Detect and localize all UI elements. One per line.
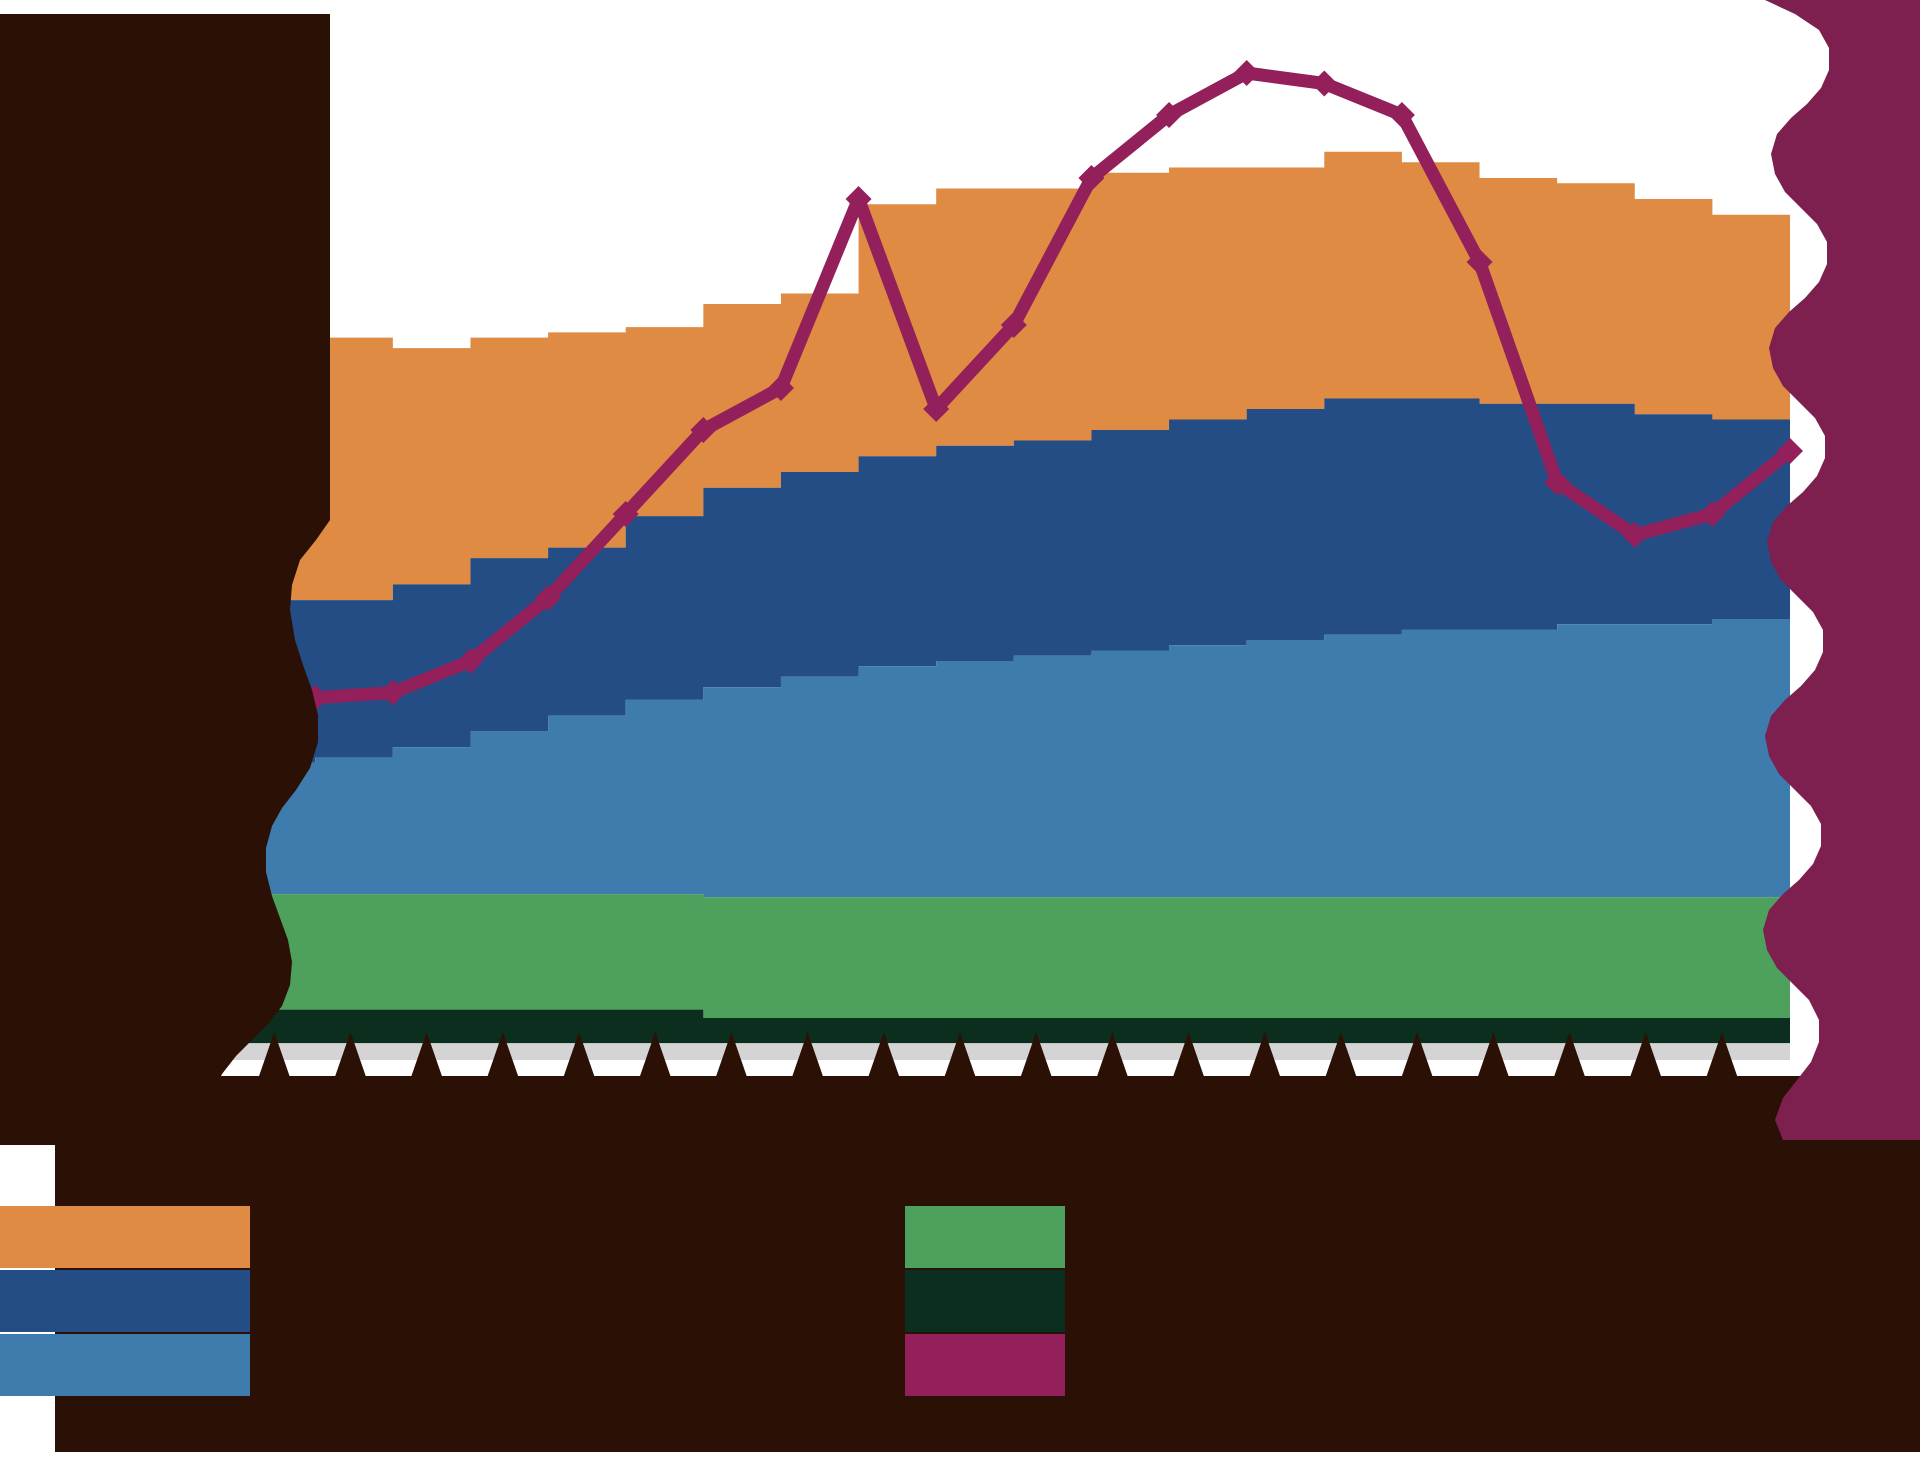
legend-item[interactable]: [905, 1205, 1087, 1269]
line-marker: [379, 679, 406, 706]
legend-column-right: [905, 1205, 1087, 1397]
line-marker: [1233, 60, 1260, 86]
area-band: [160, 1043, 1790, 1060]
area-band: [160, 619, 1790, 898]
line-marker: [1699, 501, 1726, 527]
legend-item[interactable]: [905, 1269, 1087, 1333]
line-marker: [1621, 522, 1648, 548]
legend-item[interactable]: [905, 1333, 1087, 1397]
line-marker: [845, 186, 872, 212]
line-marker: [1000, 312, 1027, 338]
legend-swatch-series-f: [905, 1334, 1065, 1396]
legend-item[interactable]: [0, 1269, 272, 1333]
line-marker: [457, 648, 484, 674]
redaction-left-block: [0, 14, 330, 1206]
area-band: [160, 1009, 1790, 1044]
legend-swatch-series-c: [0, 1334, 250, 1396]
line-marker: [923, 396, 950, 422]
legend-swatch-series-b: [0, 1270, 250, 1332]
legend-swatch-series-e: [905, 1270, 1065, 1332]
chart-legend: [0, 1205, 1920, 1459]
area-band: [160, 894, 1790, 1018]
legend-column-left: [0, 1205, 272, 1397]
legend-item[interactable]: [0, 1205, 272, 1269]
line-marker: [1466, 249, 1493, 275]
line-marker: [1156, 102, 1183, 128]
legend-swatch-series-a: [0, 1206, 250, 1268]
line-marker: [690, 417, 717, 443]
line-marker: [767, 375, 794, 401]
line-marker: [612, 501, 639, 527]
legend-swatch-series-d: [905, 1206, 1065, 1268]
redaction-right-block: [1763, 0, 1920, 1140]
line-marker: [1388, 102, 1415, 128]
line-marker: [1777, 438, 1803, 464]
line-marker: [1311, 70, 1338, 97]
legend-item[interactable]: [0, 1333, 272, 1397]
line-marker: [1544, 469, 1571, 496]
line-path: [153, 66, 1797, 705]
line-marker: [535, 585, 562, 611]
line-marker: [1078, 165, 1105, 191]
area-band: [160, 398, 1790, 769]
page-bottom-edge: [0, 1452, 1920, 1459]
